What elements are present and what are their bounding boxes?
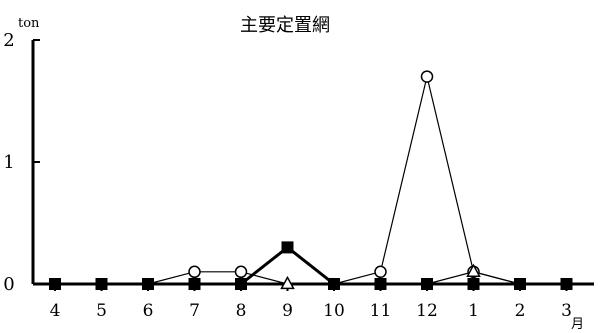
x-tick-label: 5 (96, 301, 107, 321)
y-axis-ticks: 0 1 2 (3, 30, 40, 295)
data-point-circle (374, 265, 387, 279)
x-tick-label: 10 (323, 301, 345, 321)
y-tick-label: 2 (3, 30, 14, 51)
x-tick-label: 12 (416, 301, 438, 321)
data-point-triangle (466, 263, 481, 277)
x-tick-label: 11 (370, 301, 392, 321)
data-point-circle (420, 70, 434, 83)
data-point-square (421, 278, 433, 290)
y-axis-unit-label: ton (18, 16, 40, 31)
x-tick-label: 7 (189, 301, 200, 321)
x-axis-unit-label: 月 (571, 317, 584, 332)
x-tick-label: 8 (236, 301, 247, 321)
data-point-square (281, 241, 294, 254)
data-point-square (514, 278, 526, 290)
data-point-square (560, 278, 573, 290)
x-tick-label: 3 (561, 301, 572, 321)
series-lines (55, 76, 567, 286)
chart-title: 主要定置網 (240, 15, 330, 36)
y-tick-label: 0 (3, 274, 14, 295)
data-point-circle (234, 265, 248, 279)
x-tick-label: 1 (468, 301, 479, 321)
series-line-filled-square (55, 245, 567, 286)
x-tick-label: 2 (515, 301, 526, 321)
data-point-square (328, 278, 340, 290)
x-axis-ticks: 4 5 6 7 8 9 10 11 12 1 2 3 (50, 284, 572, 321)
series-line-open-triangle (55, 271, 567, 285)
y-tick-label: 1 (3, 152, 14, 173)
data-point-square (467, 278, 480, 290)
x-tick-label: 4 (50, 301, 61, 321)
series-markers (49, 70, 573, 290)
data-point-square (235, 278, 247, 290)
x-tick-label: 9 (282, 301, 293, 321)
x-tick-label: 6 (143, 301, 154, 321)
data-point-circle (188, 265, 201, 279)
data-point-triangle (280, 275, 295, 290)
data-point-square (188, 278, 201, 290)
data-point-square (95, 278, 108, 290)
data-point-square (142, 278, 154, 290)
data-point-square (374, 278, 387, 290)
data-point-square (49, 278, 61, 290)
series-line-open-circle (55, 76, 567, 285)
